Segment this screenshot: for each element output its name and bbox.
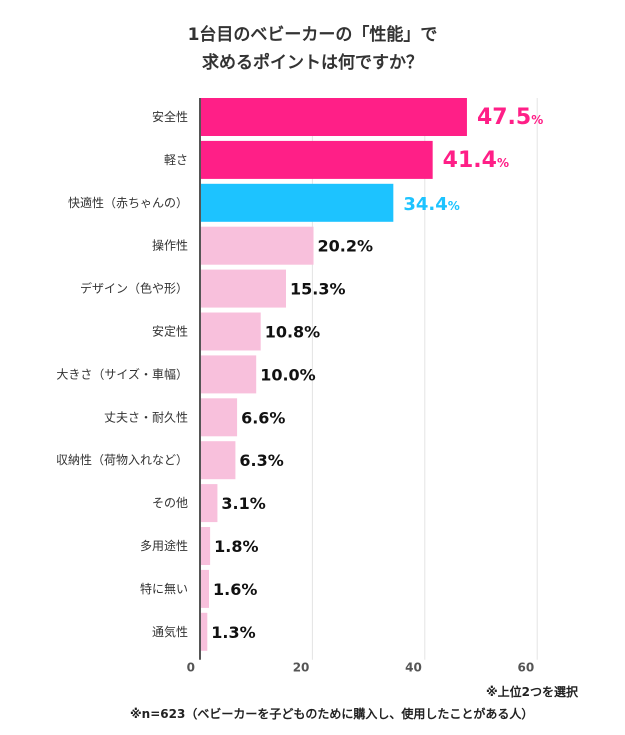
category-label: 通気性: [152, 624, 188, 639]
value-label: 6.6%: [241, 408, 285, 427]
category-label: その他: [152, 496, 188, 510]
sample-note: ※n=623（ベビーカーを子どものために購入し、使用したことがある人）: [130, 707, 534, 721]
bar: [200, 140, 433, 179]
x-tick-label: 60: [517, 661, 534, 675]
value-label: 41.4%: [443, 148, 509, 173]
chart-title-line-2: 求めるポイントは何ですか？: [202, 53, 423, 73]
value-label: 1.3%: [211, 623, 255, 642]
category-label: 操作性: [152, 238, 188, 253]
category-label: 丈夫さ・耐久性: [104, 410, 188, 424]
x-tick-label: 40: [405, 661, 422, 675]
bar: [200, 269, 286, 308]
bar: [200, 312, 261, 351]
category-label: 安定性: [152, 324, 188, 339]
value-label: 15.3%: [290, 280, 346, 299]
bar: [200, 355, 257, 394]
bar: [200, 612, 208, 651]
value-label: 1.6%: [213, 580, 257, 599]
bar: [200, 527, 211, 565]
category-label: 安全性: [152, 109, 188, 124]
value-label: 6.3%: [239, 451, 283, 470]
category-label: 大きさ（サイズ・車幅）: [56, 366, 188, 381]
x-tick-label: 20: [293, 661, 310, 675]
selection-note: ※上位2つを選択: [485, 685, 578, 699]
bar: [200, 441, 236, 480]
bar: [200, 398, 238, 437]
category-label: 特に無い: [140, 581, 188, 596]
category-label: 軽さ: [164, 153, 188, 167]
value-label: 20.2%: [318, 237, 374, 256]
value-label: 34.4%: [403, 194, 459, 215]
bar: [200, 226, 314, 265]
bar: [200, 484, 218, 523]
category-label: 快適性（赤ちゃんの）: [68, 195, 188, 210]
category-label: 収納性（荷物入れなど）: [56, 453, 188, 467]
value-label: 47.5%: [477, 105, 543, 130]
bar: [200, 569, 209, 608]
value-label: 10.8%: [265, 323, 321, 342]
x-tick-label: 0: [187, 661, 195, 675]
value-label: 3.1%: [221, 494, 265, 513]
value-label: 10.0%: [260, 365, 316, 384]
category-label: デザイン（色や形）: [80, 281, 188, 296]
chart-title-line-1: 1台目のベビーカーの「性能」で: [187, 25, 438, 45]
bar: [200, 98, 467, 136]
bar: [200, 183, 394, 222]
value-label: 1.8%: [214, 537, 258, 556]
category-label: 多用途性: [140, 538, 188, 553]
